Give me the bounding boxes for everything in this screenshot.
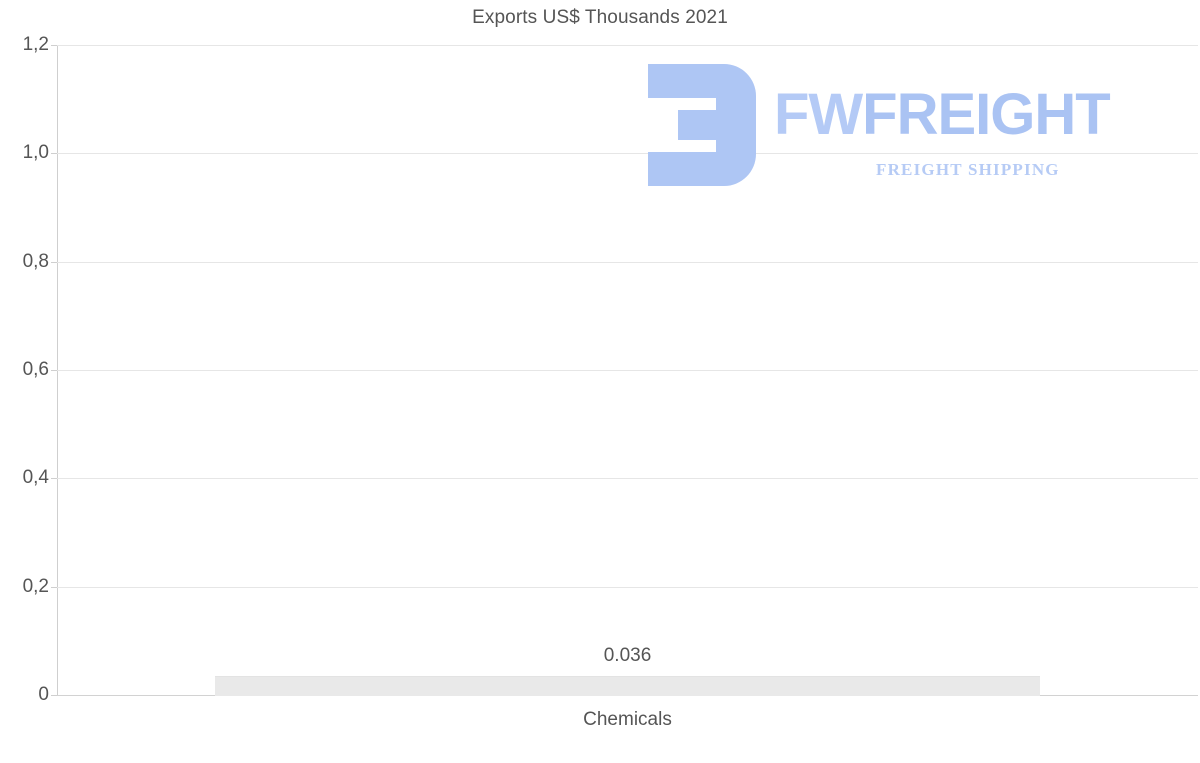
x-axis-tick-label: Chemicals — [583, 709, 672, 730]
y-axis-tick — [51, 695, 57, 696]
y-axis-tick — [51, 586, 57, 588]
plot-area — [51, 45, 1198, 696]
gridline — [57, 45, 1198, 46]
y-axis-tick-label: 0,4 — [22, 467, 49, 489]
chart-title: Exports US$ Thousands 2021 — [472, 7, 728, 28]
y-axis-tick — [51, 45, 57, 46]
y-axis-tick — [51, 478, 57, 480]
y-axis-tick-label: 0,8 — [22, 250, 49, 272]
y-axis-tick-label: 1,2 — [22, 34, 49, 55]
gridline — [57, 370, 1198, 371]
bar-value-label: 0.036 — [603, 644, 652, 666]
y-axis-tick-label: 0 — [38, 684, 49, 705]
y-axis-tick-label: 1,0 — [22, 142, 49, 164]
bar[interactable] — [215, 675, 1040, 696]
y-axis-tick — [51, 261, 57, 263]
y-axis-tick-label: 0,2 — [22, 575, 49, 597]
y-axis-tick-label: 0,6 — [22, 359, 49, 380]
y-axis-tick — [51, 370, 57, 371]
y-axis-tick — [51, 153, 57, 155]
gridline — [57, 478, 1198, 480]
gridline — [57, 261, 1198, 263]
gridline — [57, 586, 1198, 588]
gridline — [57, 153, 1198, 155]
